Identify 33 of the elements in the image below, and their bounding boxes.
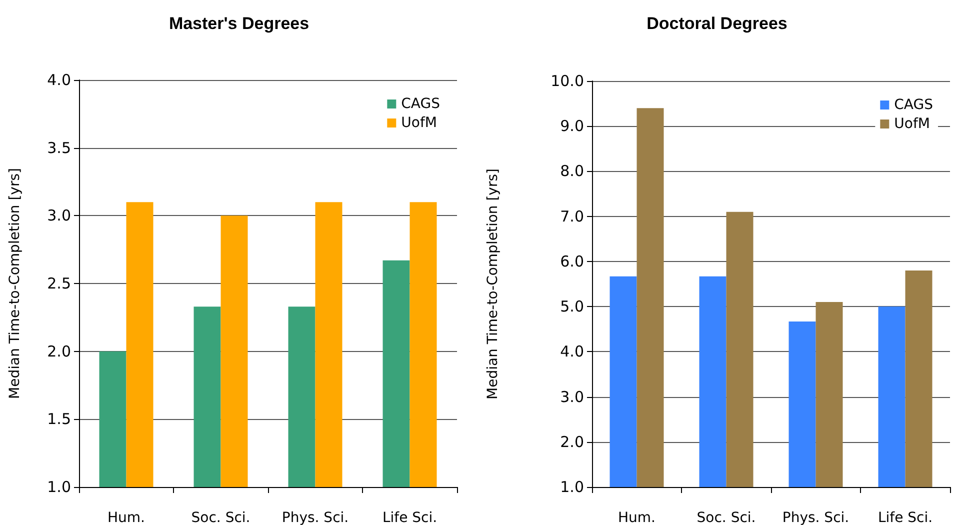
x-tick-label: Life Sci. [878, 510, 933, 525]
legend-label: UofM [401, 115, 437, 131]
y-tick-label: 2.5 [47, 274, 71, 292]
y-tick-label: 1.5 [47, 410, 71, 428]
y-tick-label: 10.0 [550, 72, 584, 90]
y-tick-label: 4.0 [560, 342, 584, 361]
y-tick-label: 1.0 [560, 478, 584, 496]
y-tick-label: 6.0 [560, 252, 584, 270]
legend-label: CAGS [894, 97, 934, 113]
chart-title: Doctoral Degrees [646, 14, 788, 33]
x-tick-label: Hum. [108, 510, 145, 525]
y-tick-label: 3.5 [47, 138, 71, 157]
x-tick-label: Phys. Sci. [282, 510, 349, 525]
x-tick-label: Life Sci. [382, 510, 438, 525]
x-tick-label: Soc. Sci. [696, 510, 756, 525]
y-tick-label: 3.0 [560, 388, 584, 406]
chart-title: Master's Degrees [168, 14, 310, 33]
legend-label: UofM [894, 116, 930, 132]
y-axis-title: Median Time-to-Completion [yrs] [485, 168, 501, 400]
y-tick-label: 5.0 [560, 298, 584, 316]
legend-label: CAGS [401, 96, 440, 112]
y-tick-label: 8.0 [560, 162, 584, 180]
y-tick-label: 7.0 [560, 207, 584, 226]
y-tick-label: 2.0 [560, 432, 584, 451]
x-tick-label: Soc. Sci. [191, 510, 250, 525]
y-tick-label: 9.0 [560, 117, 584, 136]
y-tick-label: 1.0 [47, 478, 71, 496]
y-tick-label: 3.0 [47, 206, 71, 225]
x-tick-label: Phys. Sci. [782, 510, 850, 525]
y-tick-label: 2.0 [47, 342, 71, 360]
y-axis-title: Median Time-to-Completion [yrs] [7, 168, 23, 399]
x-tick-label: Hum. [618, 510, 656, 525]
y-tick-label: 4.0 [47, 71, 71, 89]
